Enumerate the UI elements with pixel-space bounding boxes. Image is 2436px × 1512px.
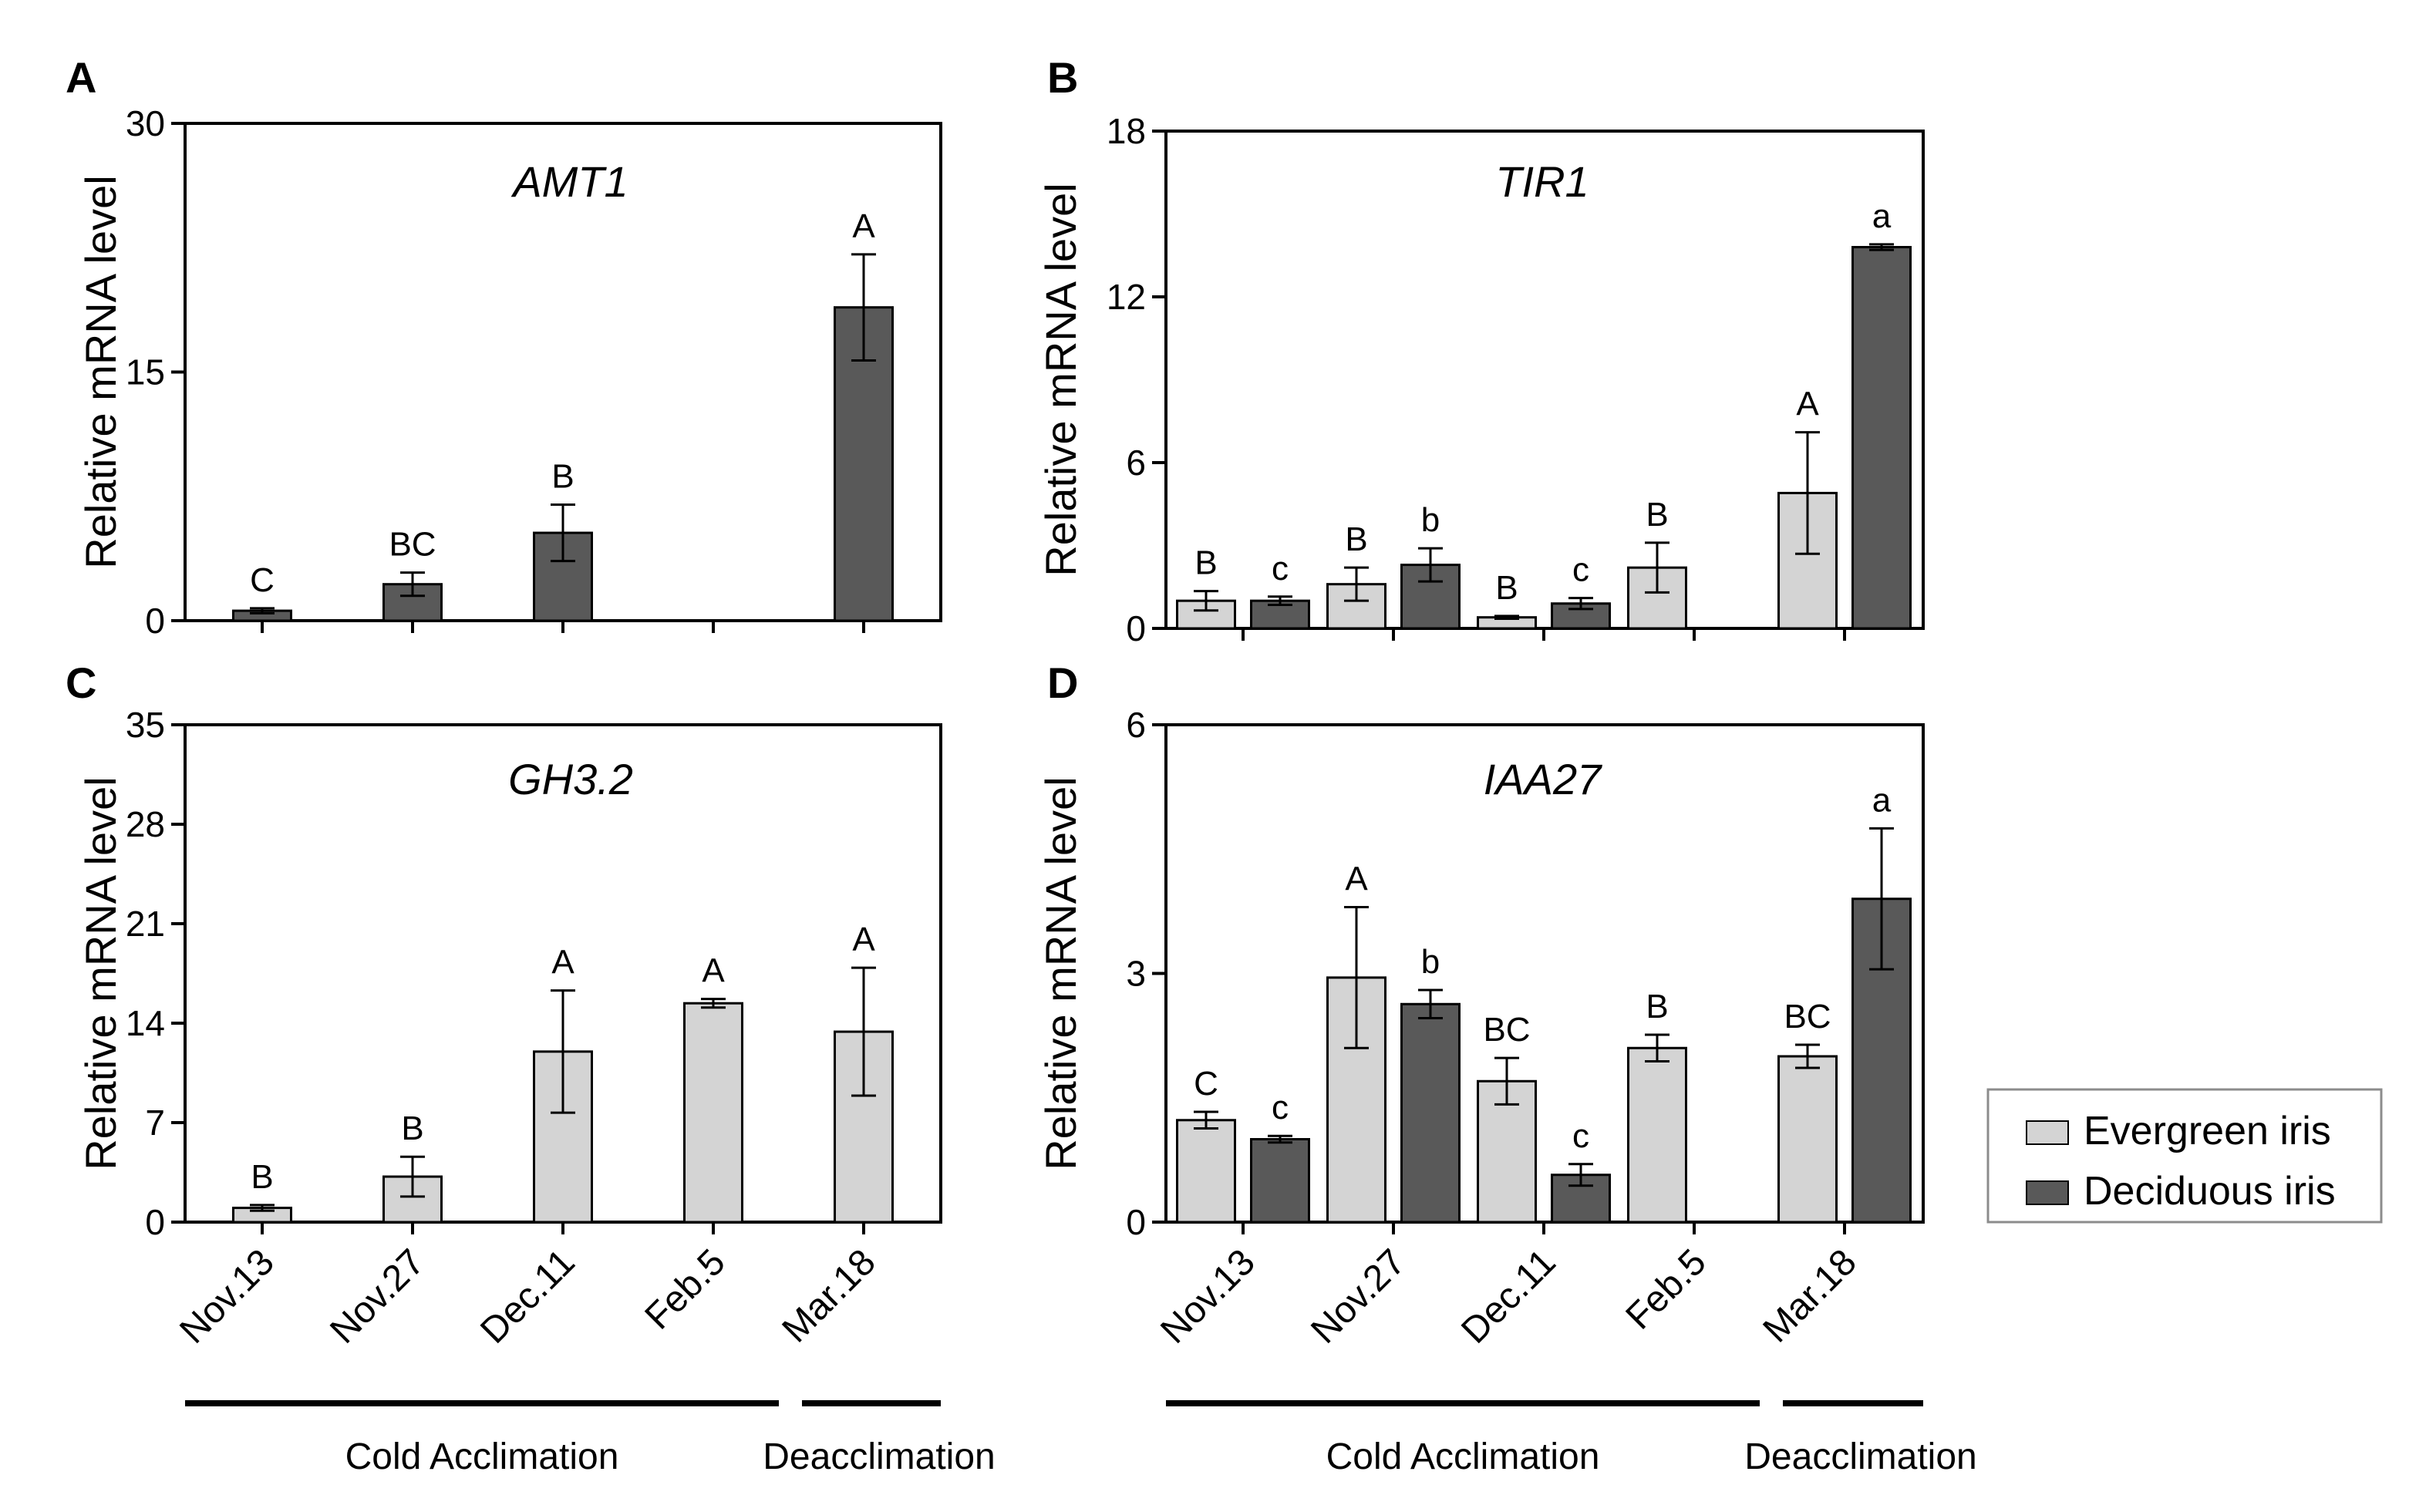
significance-label: B [551, 458, 574, 496]
y-axis-label: Relative mRNA level [76, 175, 125, 568]
significance-label: BC [1784, 998, 1831, 1036]
panel-letter: B [1047, 53, 1078, 102]
significance-label: A [1345, 860, 1368, 898]
panel-c: C GH3.2 Relative mRNA level 0 7 14 21 28 35 B B A A A… [66, 658, 996, 1477]
bar [1400, 1002, 1461, 1224]
y-tick-label: 0 [145, 601, 165, 641]
significance-label: a [1872, 197, 1892, 235]
significance-label: A [551, 944, 574, 982]
bar [1176, 1119, 1236, 1224]
y-tick-label: 6 [1126, 443, 1146, 483]
x-tick-label: Feb.5 [1619, 1241, 1714, 1337]
significance-label: B [1345, 520, 1367, 558]
y-tick-label: 7 [145, 1103, 165, 1143]
chart-title: IAA27 [1484, 755, 1602, 803]
x-tick-label: Nov.13 [172, 1241, 282, 1352]
y-tick-label: 6 [1126, 705, 1146, 745]
significance-label: c [1272, 550, 1289, 588]
bar [533, 531, 593, 622]
significance-label: C [1194, 1065, 1218, 1103]
y-tick-label: 0 [1126, 608, 1146, 648]
significance-label: A [852, 207, 875, 245]
legend-swatch [2026, 1180, 2069, 1205]
significance-label: B [1646, 988, 1668, 1025]
significance-label: a [1872, 781, 1892, 819]
panel-letter: C [66, 658, 96, 707]
x-tick-label: Feb.5 [638, 1241, 733, 1337]
chart-title: TIR1 [1495, 157, 1589, 206]
deacclimation-label: Deacclimation [1744, 1436, 1976, 1477]
bar [1176, 599, 1236, 630]
y-tick-label: 3 [1126, 954, 1146, 994]
panel-b: B TIR1 Relative mRNA level 0 6 12 18 B B B B Ac b c a [1036, 53, 1925, 648]
legend-swatch [2026, 1120, 2069, 1145]
panel-letter: A [66, 53, 96, 102]
y-tick-label: 14 [126, 1003, 165, 1043]
y-tick-label: 28 [126, 804, 165, 844]
x-tick-label: Dec.11 [1454, 1241, 1564, 1352]
x-tick-label: Nov.27 [322, 1241, 433, 1352]
y-axis-label: Relative mRNA level [76, 776, 125, 1170]
y-tick-label: 35 [126, 705, 165, 745]
significance-label: B [1495, 569, 1518, 607]
y-tick-label: 15 [126, 352, 165, 392]
legend: Evergreen iris Deciduous iris [1986, 1088, 2383, 1224]
x-tick-label: Dec.11 [473, 1241, 583, 1352]
y-tick-label: 12 [1107, 277, 1146, 317]
panel-letter: D [1047, 658, 1078, 707]
x-tick-label: Mar.18 [1756, 1241, 1865, 1350]
significance-label: BC [389, 526, 436, 564]
significance-label: B [401, 1110, 423, 1147]
x-tick-label: Mar.18 [775, 1241, 884, 1350]
x-tick-label: Nov.13 [1153, 1241, 1263, 1352]
significance-label: B [251, 1158, 273, 1196]
y-axis-label: Relative mRNA level [1036, 183, 1085, 576]
y-tick-label: 0 [1126, 1202, 1146, 1242]
deacclimation-label: Deacclimation [763, 1436, 995, 1477]
bar [1777, 1055, 1838, 1224]
y-tick-label: 21 [126, 904, 165, 944]
significance-label: c [1572, 1117, 1589, 1155]
significance-label: c [1272, 1089, 1289, 1126]
significance-label: BC [1483, 1011, 1530, 1049]
chart-title: GH3.2 [508, 755, 633, 803]
bar [1627, 1046, 1687, 1224]
y-tick-label: 18 [1107, 111, 1146, 151]
bar [683, 1002, 743, 1224]
legend-label: Evergreen iris [2084, 1109, 2331, 1153]
chart-title: AMT1 [510, 157, 628, 206]
significance-label: B [1194, 544, 1217, 582]
significance-label: B [1646, 496, 1668, 534]
cold-acclimation-label: Cold Acclimation [345, 1436, 619, 1477]
significance-label: c [1572, 551, 1589, 589]
significance-label: C [250, 561, 275, 599]
x-tick-label: Nov.27 [1303, 1241, 1413, 1352]
legend-label: Deciduous iris [2084, 1169, 2336, 1214]
y-axis-label: Relative mRNA level [1036, 776, 1085, 1170]
significance-label: A [852, 921, 875, 958]
bar [1851, 246, 1912, 630]
y-tick-label: 30 [126, 103, 165, 143]
significance-label: b [1421, 501, 1440, 539]
panel-a: A AMT1 Relative mRNA level 0 15 30 C BC B A [66, 53, 942, 641]
significance-label: A [702, 952, 725, 990]
cold-acclimation-label: Cold Acclimation [1326, 1436, 1600, 1477]
y-tick-label: 0 [145, 1202, 165, 1242]
bar [1250, 1138, 1310, 1224]
significance-label: b [1421, 943, 1440, 981]
significance-label: A [1796, 386, 1819, 423]
panel-d: D IAA27 Relative mRNA level 0 3 6 C A BC B BC c b c a N… [1036, 658, 1977, 1477]
